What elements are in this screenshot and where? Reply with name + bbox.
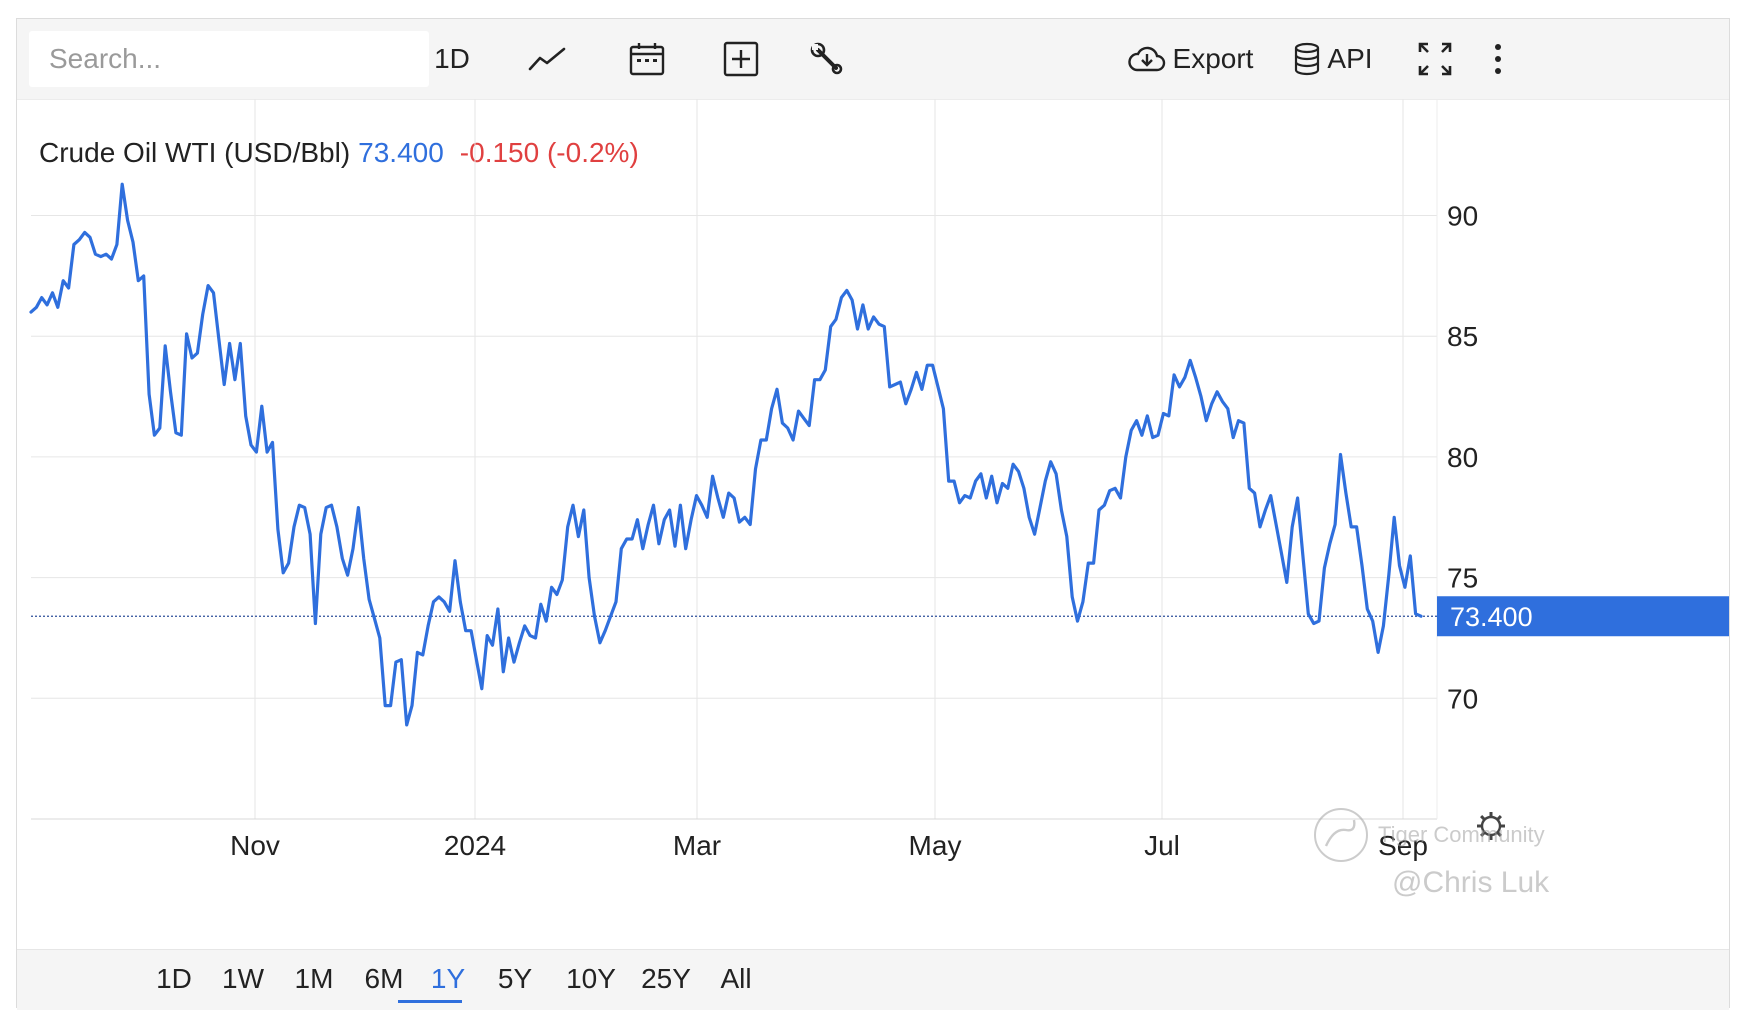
- x-tick-label: Jul: [1144, 830, 1180, 861]
- watermark-brand: Tiger Community: [1378, 822, 1545, 847]
- more-vertical-icon: [1493, 43, 1503, 75]
- y-tick-label: 75: [1447, 563, 1478, 594]
- y-tick-label: 90: [1447, 201, 1478, 232]
- date-range-button[interactable]: [623, 33, 671, 85]
- range-button-6m[interactable]: 6M: [364, 963, 404, 994]
- range-selector: 1D 1W 1M 6M 1Y 5Y 10Y 25Y All: [17, 949, 1729, 1010]
- x-tick-label: May: [909, 830, 962, 861]
- x-tick-label: Sep: [1378, 830, 1428, 861]
- watermark-author: @Chris Luk: [1392, 866, 1550, 899]
- line-chart-icon: [527, 44, 567, 74]
- fullscreen-icon: [1417, 41, 1453, 77]
- api-button[interactable]: API: [1293, 33, 1373, 85]
- instrument-name: Crude Oil WTI (USD/Bbl): [39, 137, 351, 168]
- price-change: -0.150 (-0.2%): [459, 137, 639, 168]
- last-price-tag: [1437, 596, 1729, 637]
- fullscreen-button[interactable]: [1415, 33, 1455, 85]
- range-button-25y[interactable]: 25Y: [641, 963, 691, 994]
- search-input[interactable]: [29, 31, 429, 87]
- watermark-logo: [1312, 806, 1370, 869]
- x-tick-label: 2024: [444, 830, 506, 861]
- y-tick-label: 70: [1447, 683, 1478, 714]
- y-tick-label: 85: [1447, 321, 1478, 352]
- api-label: API: [1327, 43, 1373, 74]
- range-button-1m[interactable]: 1M: [294, 963, 334, 994]
- gear-icon[interactable]: [1477, 812, 1505, 840]
- active-range-indicator: [398, 1000, 462, 1003]
- price-series-line: [29, 182, 1423, 727]
- range-button-10y[interactable]: 10Y: [566, 963, 616, 994]
- add-indicator-button[interactable]: [717, 33, 765, 85]
- range-button-all[interactable]: All: [720, 963, 752, 994]
- settings-tools-button[interactable]: [803, 33, 851, 85]
- wrench-icon: [809, 41, 845, 77]
- calendar-icon: [629, 41, 665, 77]
- price-chart[interactable]: 70 75 80 85 90 Nov 2024 Mar May Jul Sep 73.400: [17, 99, 1729, 939]
- chart-legend: Crude Oil WTI (USD/Bbl) 73.400 -0.150 (-0.…: [39, 137, 639, 169]
- export-label: Export: [1172, 43, 1254, 74]
- export-button[interactable]: Export: [1125, 33, 1255, 85]
- interval-button[interactable]: 1D: [427, 33, 477, 85]
- more-options-button[interactable]: [1483, 33, 1513, 85]
- database-icon: [1293, 42, 1321, 76]
- range-button-1y[interactable]: 1Y: [430, 963, 466, 994]
- chart-widget: 1D: [16, 18, 1730, 1010]
- interval-label: 1D: [434, 43, 470, 74]
- last-price-tag-label: 73.400: [1450, 602, 1533, 632]
- chart-type-button[interactable]: [523, 33, 571, 85]
- toolbar: 1D: [17, 19, 1729, 100]
- range-button-1d[interactable]: 1D: [156, 963, 192, 994]
- cloud-download-icon: [1127, 44, 1167, 74]
- x-tick-label: Mar: [673, 830, 721, 861]
- add-indicator-icon: [723, 41, 759, 77]
- range-button-5y[interactable]: 5Y: [497, 963, 533, 994]
- y-tick-label: 80: [1447, 442, 1478, 473]
- x-tick-label: Nov: [230, 830, 280, 861]
- last-price: 73.400: [358, 137, 444, 168]
- range-button-1w[interactable]: 1W: [222, 963, 264, 994]
